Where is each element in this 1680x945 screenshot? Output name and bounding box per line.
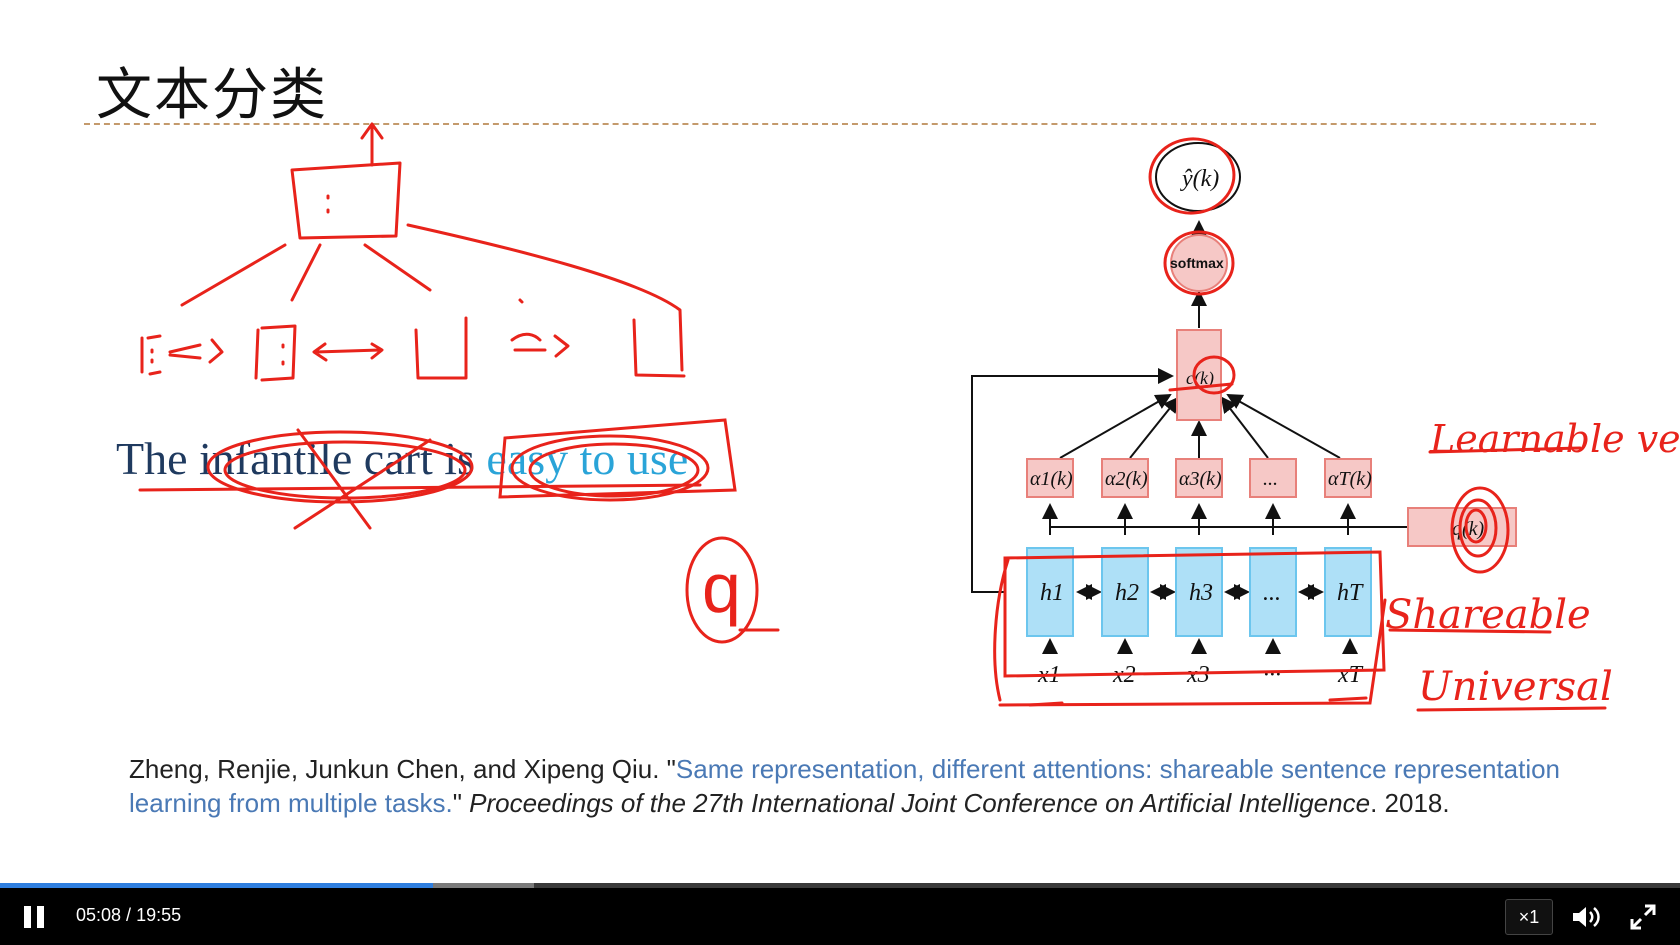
sentence-highlight: easy to use bbox=[486, 433, 689, 484]
citation: Zheng, Renjie, Junkun Chen, and Xipeng Q… bbox=[129, 752, 1569, 820]
alpha1-cell bbox=[1026, 458, 1074, 498]
pause-button[interactable] bbox=[22, 902, 48, 930]
softmax-label: softmax bbox=[1170, 255, 1224, 271]
learnable-vector-handwriting: Learnable vector bbox=[1429, 417, 1680, 461]
title-divider bbox=[84, 123, 1596, 125]
output-label: ŷ(k) bbox=[1180, 166, 1219, 192]
h1-cell bbox=[1026, 547, 1074, 637]
example-sentence: The infantile cart is easy to use bbox=[116, 432, 688, 485]
alpha2-cell bbox=[1101, 458, 1149, 498]
duration: 19:55 bbox=[136, 905, 182, 925]
context-cell bbox=[1176, 329, 1222, 421]
sentence-plain: The infantile cart is bbox=[116, 433, 487, 484]
h3-cell bbox=[1175, 547, 1223, 637]
pause-icon-bar bbox=[37, 906, 44, 928]
playback-speed-button[interactable]: ×1 bbox=[1505, 899, 1553, 935]
alpha-dots-label: ... bbox=[1263, 468, 1278, 490]
hT-label: hT bbox=[1337, 580, 1364, 606]
h3-label: h3 bbox=[1189, 580, 1213, 606]
h-dots-label: ... bbox=[1263, 580, 1281, 606]
volume-button[interactable] bbox=[1570, 902, 1604, 932]
q-handwritten-label: q bbox=[702, 549, 741, 627]
pause-icon bbox=[24, 906, 31, 928]
xT-label: xT bbox=[1337, 662, 1364, 688]
time-display: 05:08 / 19:55 bbox=[76, 905, 181, 926]
slide-title: 文本分类 bbox=[96, 63, 328, 128]
citation-quote-close: " bbox=[452, 788, 470, 818]
citation-authors: Zheng, Renjie, Junkun Chen, and Xipeng Q… bbox=[129, 754, 676, 784]
x-dots-label: ··· bbox=[1263, 662, 1281, 688]
citation-venue: Proceedings of the 27th International Jo… bbox=[469, 788, 1371, 818]
h1-label: h1 bbox=[1040, 580, 1064, 606]
video-progress-bar[interactable] bbox=[0, 883, 1680, 888]
volume-icon bbox=[1573, 907, 1600, 927]
sentence-annotation: q bbox=[138, 418, 780, 644]
alpha-dots-cell bbox=[1249, 458, 1297, 498]
alpha3-label: α3(k) bbox=[1179, 468, 1222, 490]
h-dots-cell bbox=[1249, 547, 1297, 637]
x3-label: x3 bbox=[1186, 662, 1210, 688]
alphaT-label: αT(k) bbox=[1328, 468, 1372, 490]
softmax-node bbox=[1170, 234, 1228, 292]
universal-handwriting: Universal bbox=[1418, 664, 1613, 710]
attention-diagram: ŷ(k) c(k) α1(k) α2(k) α3(k) ... αT(k) q(… bbox=[971, 142, 1517, 688]
fullscreen-button[interactable] bbox=[1628, 902, 1658, 932]
video-controls: 05:08 / 19:55 ×1 bbox=[0, 888, 1680, 945]
alpha3-cell bbox=[1175, 458, 1223, 498]
current-time: 05:08 bbox=[76, 905, 122, 925]
h2-label: h2 bbox=[1115, 580, 1139, 606]
citation-year: . 2018. bbox=[1370, 788, 1450, 818]
h2-cell bbox=[1101, 547, 1149, 637]
slide: 文本分类 The infantile cart is ea bbox=[84, 63, 1680, 820]
time-separator: / bbox=[121, 905, 137, 925]
tree-sketch-annotation bbox=[140, 122, 686, 382]
hT-cell bbox=[1324, 547, 1372, 637]
citation-title-link[interactable]: Same representation, different attention… bbox=[129, 754, 1561, 818]
shareable-handwriting: Shareable bbox=[1385, 592, 1591, 638]
alpha2-label: α2(k) bbox=[1105, 468, 1148, 490]
alpha1-label: α1(k) bbox=[1030, 468, 1073, 490]
fullscreen-icon bbox=[1630, 904, 1656, 930]
played-bar bbox=[0, 883, 434, 888]
diagram-annotation: Learnable vector Shareable Universal bbox=[993, 137, 1680, 712]
alphaT-cell bbox=[1324, 458, 1372, 498]
